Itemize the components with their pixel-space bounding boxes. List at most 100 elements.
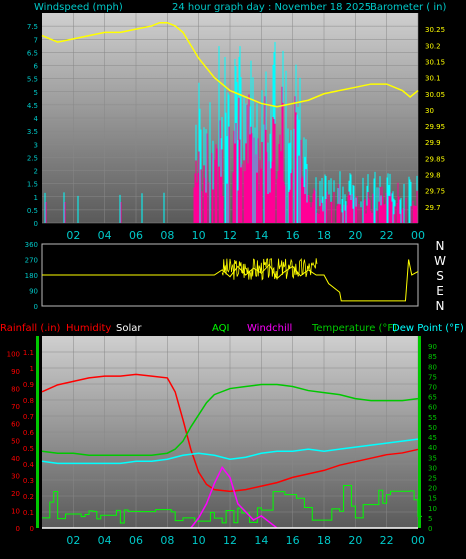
humidity-tick-label: 20 (11, 490, 20, 498)
hour-tick-label: 10 (192, 229, 206, 242)
temperature-tick-label: 0 (428, 525, 432, 533)
hour-tick-label: 22 (380, 229, 394, 242)
windspeed-tick-label: 6 (34, 63, 39, 71)
wind-barometer-grid (42, 13, 419, 224)
rainfall-tick-label: 0.2 (23, 493, 34, 501)
hour-tick-label: 20 (348, 534, 362, 547)
windspeed-tick-label: 4 (34, 115, 39, 123)
windspeed-tick-label: 7 (34, 36, 38, 44)
compass-label: N (436, 299, 445, 313)
temperature-tick-label: 60 (428, 404, 437, 412)
rainfall-tick-label: 0.7 (23, 413, 34, 421)
aqi-line (42, 485, 422, 524)
barometer-tick-label: 30 (425, 107, 434, 115)
hour-tick-label: 18 (317, 229, 331, 242)
windspeed-tick-label: 5.5 (27, 76, 38, 84)
hour-tick-label: 08 (160, 229, 174, 242)
humidity-tick-label: 50 (11, 438, 20, 446)
direction-tick-label: 180 (25, 272, 38, 280)
graph-title: 24 hour graph day : November 18 2025 (172, 2, 371, 13)
barometer-tick-label: 30.1 (425, 75, 441, 83)
legend-windchill: Windchill (247, 323, 292, 334)
barometer-tick-label: 29.75 (425, 188, 445, 196)
hour-tick-label: 20 (348, 229, 362, 242)
temperature-humidity-tick-labels: 00.10.20.30.40.50.60.70.80.911.101020304… (7, 343, 437, 547)
legend-dewpoint: Dew Point (°F) (392, 323, 464, 334)
wind-direction-line (42, 259, 419, 302)
windspeed-tick-label: 3 (34, 141, 38, 149)
direction-tick-label: 90 (29, 288, 38, 296)
rainfall-tick-label: 1 (30, 365, 34, 373)
windspeed-tick-label: 2 (34, 168, 38, 176)
wind-barometer-tick-labels: 0 0.5 1 1.5 2 2.5 3 3.5 4 4.5 5 5.5 6 6.5 7 7.5 29.7 29.7… (27, 23, 445, 242)
barometer-tick-label: 30.25 (425, 26, 445, 34)
temperature-tick-label: 20 (428, 485, 437, 493)
hour-tick-label: 04 (98, 534, 112, 547)
windspeed-tick-label: 1.5 (27, 181, 38, 189)
barometer-line (41, 21, 419, 108)
temperature-humidity-series (41, 373, 419, 529)
windspeed-tick-label: 3.5 (27, 128, 38, 136)
temperature-tick-label: 35 (428, 454, 437, 462)
rainfall-tick-label: 0 (30, 525, 34, 533)
barometer-tick-label: 29.8 (425, 172, 441, 180)
temperature-tick-label: 85 (428, 353, 437, 361)
temperature-tick-label: 65 (428, 394, 437, 402)
direction-tick-label: 0 (34, 303, 38, 311)
hour-tick-label: 14 (254, 534, 268, 547)
wind-direction-series (42, 258, 419, 302)
temperature-tick-label: 25 (428, 474, 437, 482)
legend-humidity: Humidity (66, 323, 111, 334)
temperature-tick-label: 70 (428, 384, 437, 392)
legend-aqi: AQI (212, 323, 230, 334)
rainfall-tick-label: 0.1 (23, 509, 34, 517)
compass-label: N (436, 239, 445, 253)
hour-tick-label: 06 (129, 534, 143, 547)
barometer-axis-title: Barometer ( in) (370, 2, 446, 13)
barometer-tick-label: 30.05 (425, 91, 445, 99)
temperature-tick-label: 75 (428, 373, 437, 381)
wind-direction-jitter (221, 258, 318, 281)
barometer-tick-label: 30.2 (425, 42, 441, 50)
barometer-tick-label: 29.7 (425, 204, 441, 212)
barometer-tick-label: 30.15 (425, 58, 445, 66)
right-axis-strip (418, 336, 421, 528)
temperature-tick-label: 55 (428, 414, 437, 422)
hour-tick-label: 04 (98, 229, 112, 242)
compass-label: E (436, 284, 444, 298)
rainfall-tick-label: 0.3 (23, 477, 34, 485)
windspeed-bars (44, 41, 418, 223)
humidity-tick-label: 0 (16, 525, 20, 533)
rainfall-tick-label: 0.4 (23, 461, 35, 469)
hour-tick-label: 00 (411, 534, 425, 547)
humidity-tick-label: 80 (11, 385, 20, 393)
barometer-tick-label: 29.85 (425, 155, 445, 163)
rainfall-tick-label: 0.8 (23, 397, 34, 405)
temperature-tick-label: 40 (428, 444, 437, 452)
windspeed-tick-label: 5 (34, 89, 38, 97)
hour-tick-label: 16 (286, 534, 300, 547)
hour-tick-label: 18 (317, 534, 331, 547)
hour-tick-label: 22 (380, 534, 394, 547)
hour-tick-label: 06 (129, 229, 143, 242)
barometer-series (41, 21, 419, 108)
left-axis-strip (36, 336, 39, 528)
hour-tick-label: 08 (160, 534, 174, 547)
windspeed-tick-label: 4.5 (27, 102, 38, 110)
barometer-tick-label: 29.9 (425, 139, 441, 147)
hour-tick-label: 10 (192, 534, 206, 547)
dew-point-line (41, 438, 419, 465)
windspeed-tick-label: 7.5 (27, 23, 38, 31)
temperature-tick-label: 15 (428, 495, 437, 503)
humidity-tick-label: 100 (7, 350, 20, 358)
humidity-tick-label: 60 (11, 420, 20, 428)
temperature-line (41, 383, 419, 456)
temperature-tick-label: 50 (428, 424, 437, 432)
humidity-tick-label: 40 (11, 455, 20, 463)
humidity-line (41, 373, 419, 493)
barometer-tick-label: 29.95 (425, 123, 445, 131)
windspeed-tick-label: 0 (34, 220, 38, 228)
humidity-tick-label: 30 (11, 473, 20, 481)
